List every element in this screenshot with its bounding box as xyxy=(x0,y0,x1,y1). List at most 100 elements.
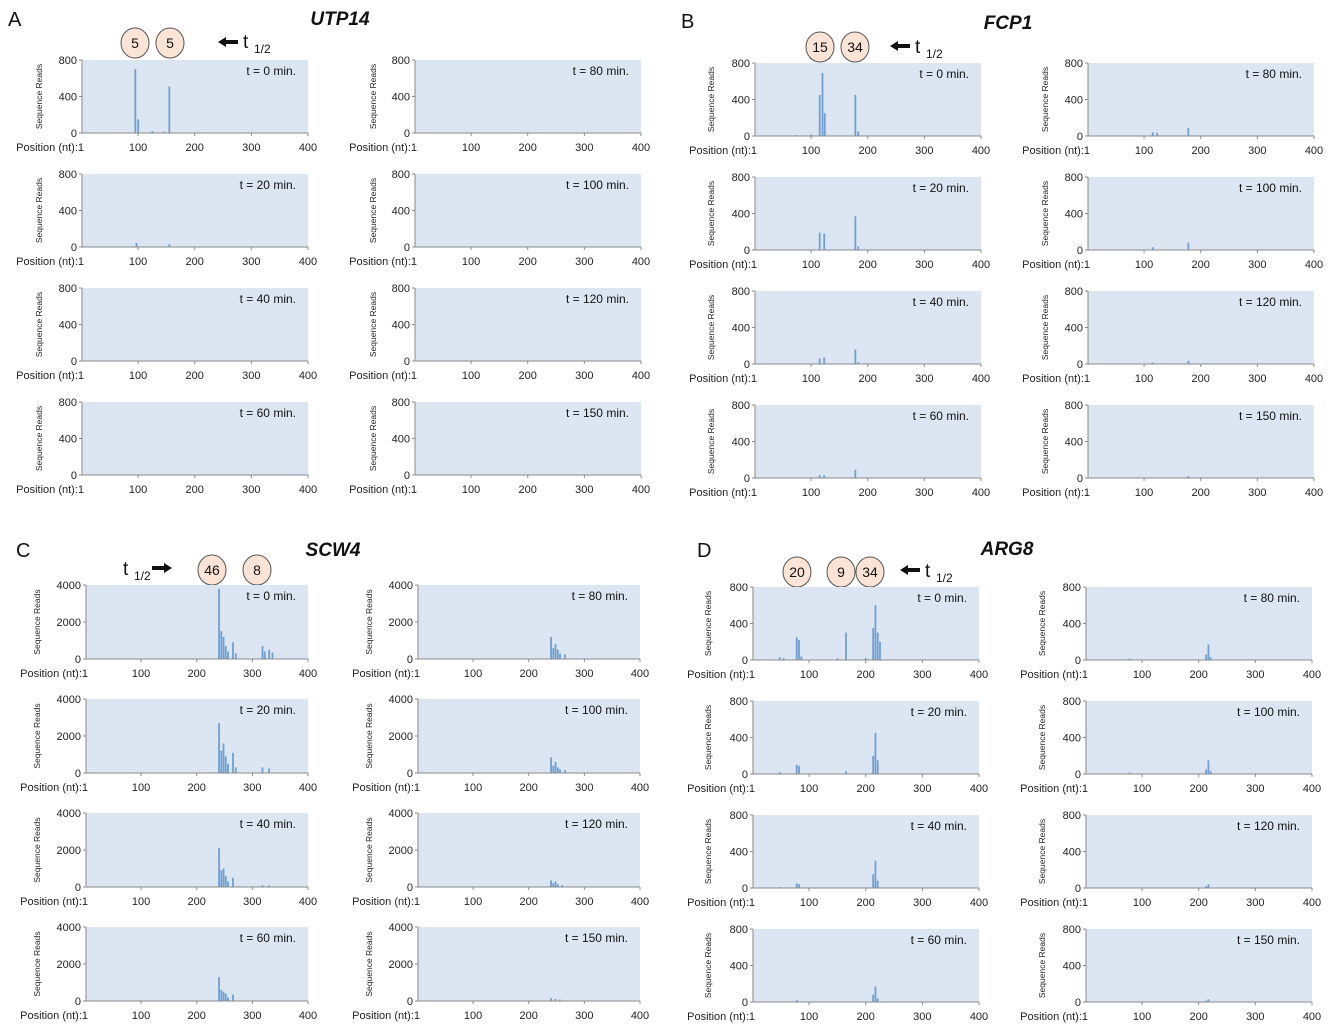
plot-area xyxy=(1086,815,1312,888)
arrow-left-icon xyxy=(890,41,910,51)
subplot: 0 400 800 100 200 300 400 Position (nt):1 Sequen… xyxy=(1020,696,1321,795)
y-tick-label: 400 xyxy=(392,92,410,104)
x-tick-label: 300 xyxy=(1246,1011,1264,1023)
x-tick-label: 100 xyxy=(802,487,820,499)
half-life-label: t xyxy=(123,559,129,580)
x-axis-label: Position (nt):1 xyxy=(352,668,420,680)
x-tick-label: 300 xyxy=(575,896,593,908)
read-bar xyxy=(1205,654,1208,660)
plot-area xyxy=(1086,701,1312,774)
x-tick-label: 200 xyxy=(188,668,206,680)
read-bar xyxy=(854,469,857,478)
y-axis-label: Sequence Reads xyxy=(32,817,42,882)
x-tick-label: 200 xyxy=(520,782,538,794)
x-tick-label: 100 xyxy=(129,484,147,496)
x-tick-label: 100 xyxy=(1133,669,1151,681)
x-tick-label: 300 xyxy=(575,142,593,154)
gene-title: FCP1 xyxy=(984,13,1033,34)
y-tick-label: 0 xyxy=(404,470,410,482)
subplot: 0 400 800 100 200 300 400 Position (nt):1 Sequen… xyxy=(689,286,990,385)
x-axis-label: Position (nt):1 xyxy=(352,896,420,908)
y-tick-label: 0 xyxy=(407,654,413,666)
x-tick-label: 300 xyxy=(915,259,933,271)
time-label: t = 60 min. xyxy=(240,406,296,420)
x-tick-label: 100 xyxy=(462,142,480,154)
read-bar xyxy=(554,761,557,773)
y-tick-label: 0 xyxy=(744,245,750,257)
x-tick-label: 300 xyxy=(242,370,260,382)
x-axis-label: Position (nt):1 xyxy=(349,484,417,496)
y-axis-label: Sequence Reads xyxy=(368,178,378,243)
x-axis-label: Position (nt):1 xyxy=(349,256,417,268)
y-tick-label: 400 xyxy=(730,847,748,859)
read-bar xyxy=(1205,769,1208,774)
x-tick-label: 100 xyxy=(464,896,482,908)
x-axis-label: Position (nt):1 xyxy=(1020,669,1088,681)
x-tick-label: 300 xyxy=(242,256,260,268)
y-tick-label: 400 xyxy=(730,961,748,973)
read-bar xyxy=(218,976,220,1001)
read-bar xyxy=(795,764,798,774)
x-tick-label: 100 xyxy=(800,783,818,795)
y-tick-label: 2000 xyxy=(389,617,413,629)
read-bar xyxy=(823,475,826,478)
read-bar xyxy=(218,848,220,887)
x-tick-label: 100 xyxy=(464,782,482,794)
x-tick-label: 100 xyxy=(129,142,147,154)
y-tick-label: 800 xyxy=(1065,58,1083,70)
y-tick-label: 0 xyxy=(407,768,413,780)
y-axis-label: Sequence Reads xyxy=(706,67,716,132)
y-tick-label: 0 xyxy=(407,996,413,1008)
y-tick-label: 0 xyxy=(1077,131,1083,143)
read-bar xyxy=(818,94,821,136)
read-bar xyxy=(224,875,227,887)
plot-area xyxy=(418,813,640,887)
y-tick-label: 0 xyxy=(1075,997,1081,1009)
y-tick-label: 400 xyxy=(730,619,748,631)
x-tick-label: 400 xyxy=(1303,669,1321,681)
read-bar xyxy=(857,362,860,364)
x-tick-label: 100 xyxy=(462,370,480,382)
time-label: t = 150 min. xyxy=(565,931,628,945)
x-tick-label: 100 xyxy=(129,256,147,268)
x-tick-label: 200 xyxy=(857,669,875,681)
y-axis-label: Sequence Reads xyxy=(364,931,374,996)
x-tick-label: 100 xyxy=(1135,373,1153,385)
y-tick-label: 4000 xyxy=(57,694,81,706)
panel-d: D ARG8 20 9 34 t 1/2 0 400 800 100 200 300 400 Positio… xyxy=(687,539,1321,1023)
read-bar xyxy=(222,743,225,773)
y-axis-label: Sequence Reads xyxy=(1037,591,1047,656)
time-label: t = 100 min. xyxy=(1239,181,1302,195)
x-tick-label: 100 xyxy=(1133,1011,1151,1023)
read-bar xyxy=(1128,658,1131,660)
read-bar xyxy=(821,73,824,136)
subplot: 0 400 800 100 200 300 400 Position (nt):1 Sequen… xyxy=(687,810,988,909)
y-tick-label: 400 xyxy=(59,434,77,446)
time-label: t = 120 min. xyxy=(1237,819,1300,833)
x-tick-label: 100 xyxy=(802,259,820,271)
x-tick-label: 100 xyxy=(1135,145,1153,157)
read-bar xyxy=(1187,127,1190,136)
read-bar xyxy=(550,636,552,659)
plot-area xyxy=(753,587,979,660)
y-tick-label: 800 xyxy=(730,810,748,822)
read-bar xyxy=(798,884,800,888)
subplot: 0 400 800 100 200 300 400 Position (nt):1 Sequen… xyxy=(1022,172,1323,271)
y-tick-label: 4000 xyxy=(57,808,81,820)
y-tick-label: 800 xyxy=(392,283,410,295)
x-tick-label: 400 xyxy=(1305,145,1323,157)
y-tick-label: 400 xyxy=(392,206,410,218)
x-axis-label: Position (nt):1 xyxy=(20,782,88,794)
plot-area xyxy=(86,813,308,887)
time-label: t = 0 min. xyxy=(919,67,969,81)
x-axis-label: Position (nt):1 xyxy=(689,145,757,157)
y-tick-label: 2000 xyxy=(57,617,81,629)
half-life-bubble xyxy=(155,27,185,59)
x-axis-label: Position (nt):1 xyxy=(352,782,420,794)
half-life-value: 5 xyxy=(131,35,139,51)
read-bar xyxy=(854,94,857,136)
y-axis-label: Sequence Reads xyxy=(34,64,44,129)
read-bar xyxy=(550,880,552,887)
time-label: t = 100 min. xyxy=(565,703,628,717)
y-tick-label: 0 xyxy=(71,242,77,254)
